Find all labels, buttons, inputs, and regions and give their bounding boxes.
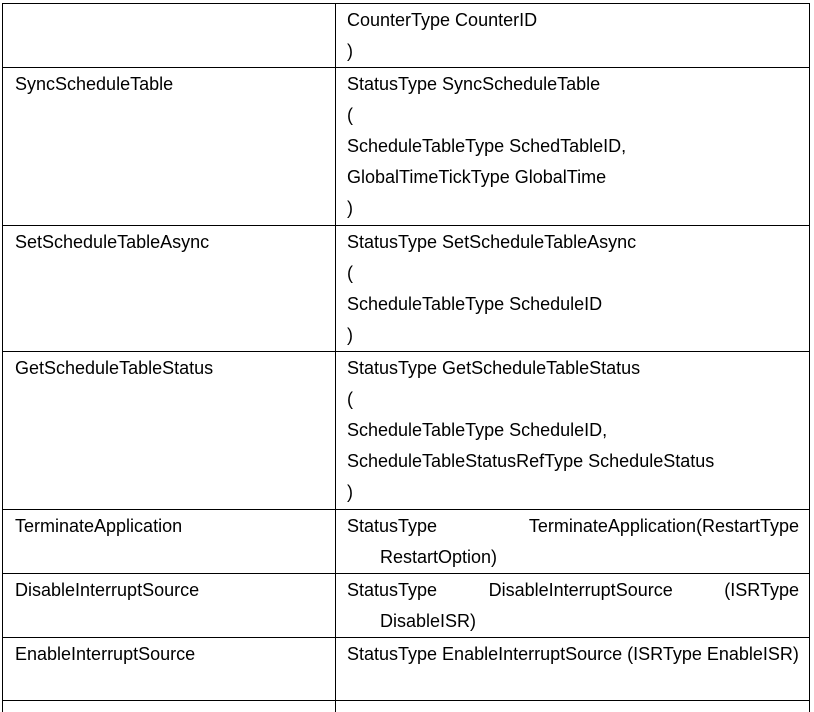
signature-line: ScheduleTableType SchedTableID, [347, 131, 799, 162]
function-name [3, 701, 336, 712]
api-table: CounterType CounterID ) SyncScheduleTabl… [2, 3, 810, 712]
signature-line: ( [347, 100, 799, 131]
signature-line: StatusType SyncScheduleTable [347, 69, 799, 100]
table-row: CounterType CounterID ) [3, 4, 810, 68]
signature-line: ) [347, 320, 799, 351]
function-name: DisableInterruptSource [3, 574, 336, 638]
function-signature: StatusType SyncScheduleTable ( ScheduleT… [336, 68, 810, 226]
table-row: GetScheduleTableStatus StatusType GetSch… [3, 352, 810, 510]
table-row: DisableInterruptSource StatusType Disabl… [3, 574, 810, 638]
function-name: TerminateApplication [3, 510, 336, 574]
function-signature: StatusType GetScheduleTableStatus ( Sche… [336, 352, 810, 510]
signature-line: ScheduleTableType ScheduleID [347, 289, 799, 320]
function-signature: StatusType TerminateApplication(RestartT… [336, 510, 810, 574]
function-name: EnableInterruptSource [3, 638, 336, 701]
function-signature: CounterType CounterID ) [336, 4, 810, 68]
signature-line: ( [347, 258, 799, 289]
signature-line: ScheduleTableStatusRefType ScheduleStatu… [347, 446, 799, 477]
table-row: EnableInterruptSource StatusType EnableI… [3, 638, 810, 701]
function-name: SetScheduleTableAsync [3, 226, 336, 352]
signature-line: ) [347, 477, 799, 508]
signature-text: StatusType TerminateApplication(RestartT… [347, 511, 799, 573]
signature-line: GlobalTimeTickType GlobalTime [347, 162, 799, 193]
function-name: GetScheduleTableStatus [3, 352, 336, 510]
function-signature [336, 701, 810, 712]
table-row: SyncScheduleTable StatusType SyncSchedul… [3, 68, 810, 226]
signature-line: StatusType SetScheduleTableAsync [347, 227, 799, 258]
function-signature: StatusType DisableInterruptSource (ISRTy… [336, 574, 810, 638]
signature-line: StatusType GetScheduleTableStatus [347, 353, 799, 384]
function-signature: StatusType EnableInterruptSource (ISRTyp… [336, 638, 810, 701]
function-name [3, 4, 336, 68]
signature-line: ScheduleTableType ScheduleID, [347, 415, 799, 446]
signature-line: CounterType CounterID [347, 5, 799, 36]
table-row: SetScheduleTableAsync StatusType SetSche… [3, 226, 810, 352]
signature-line: ) [347, 36, 799, 67]
signature-line: ) [347, 193, 799, 224]
table-row-partial [3, 701, 810, 712]
signature-text: StatusType EnableInterruptSource (ISRTyp… [347, 639, 799, 670]
function-name: SyncScheduleTable [3, 68, 336, 226]
function-signature: StatusType SetScheduleTableAsync ( Sched… [336, 226, 810, 352]
signature-line: ( [347, 384, 799, 415]
signature-text: StatusType DisableInterruptSource (ISRTy… [347, 575, 799, 637]
table-row: TerminateApplication StatusType Terminat… [3, 510, 810, 574]
